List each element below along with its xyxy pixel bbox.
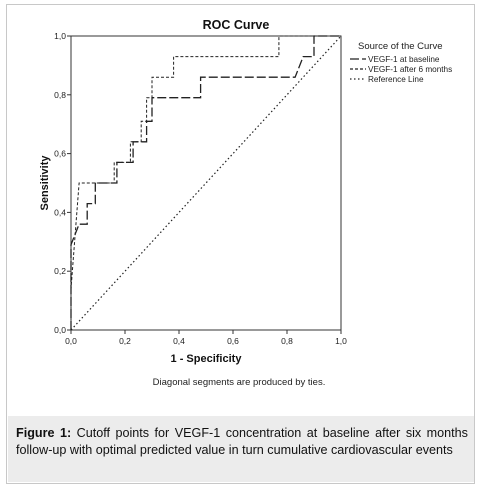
y-axis-label: Sensitivity — [39, 155, 51, 211]
figure-caption: Figure 1: Cutoff points for VEGF-1 conce… — [16, 425, 468, 459]
legend-title: Source of the Curve — [358, 41, 443, 52]
y-tick-label: 0,6 — [54, 149, 66, 159]
y-tick-label: 0,2 — [54, 266, 66, 276]
x-axis-label: 1 - Specificity — [171, 353, 243, 365]
x-tick-label: 1,0 — [335, 336, 347, 346]
legend-item-reference-line: Reference Line — [368, 75, 424, 84]
y-tick-label: 0,0 — [54, 325, 66, 335]
ties-note: Diagonal segments are produced by ties. — [153, 377, 326, 388]
series-line-vegf-1-at-baseline — [70, 35, 341, 330]
legend-item-vegf-1-at-baseline: VEGF-1 at baseline — [368, 55, 440, 64]
chart-axes: 0,0 0,2 0,4 0,6 0,8 1,0 0,0 0,2 0,4 0,6 0,8 1,0 — [54, 31, 347, 346]
caption-label: Figure 1: — [16, 426, 72, 440]
x-tick-label: 0,8 — [281, 336, 293, 346]
y-tick-label: 0,4 — [54, 207, 66, 217]
chart-title: ROC Curve — [203, 18, 270, 32]
roc-chart: 0,0 0,2 0,4 0,6 0,8 1,0 0,0 0,2 0,4 0,6 0,8 1,0 ROC… — [39, 18, 452, 388]
x-tick-label: 0,4 — [173, 336, 185, 346]
legend-item-vegf-1-after-6-months: VEGF-1 after 6 months — [368, 65, 452, 74]
x-tick-label: 0,0 — [65, 336, 77, 346]
figure-frame — [6, 4, 475, 484]
caption-background — [8, 416, 474, 482]
chart-series-layer — [70, 35, 342, 331]
series-line-vegf-1-after-6-months — [70, 35, 341, 330]
x-tick-label: 0,6 — [227, 336, 239, 346]
y-tick-label: 0,8 — [54, 90, 66, 100]
caption-text: Cutoff points for VEGF-1 concentration a… — [16, 426, 468, 457]
series-line-reference-line — [70, 35, 342, 331]
plot-frame — [70, 35, 342, 331]
chart-legend: Source of the Curve VEGF-1 at baselineVE… — [350, 41, 452, 84]
y-tick-label: 1,0 — [54, 31, 66, 41]
x-tick-label: 0,2 — [119, 336, 131, 346]
